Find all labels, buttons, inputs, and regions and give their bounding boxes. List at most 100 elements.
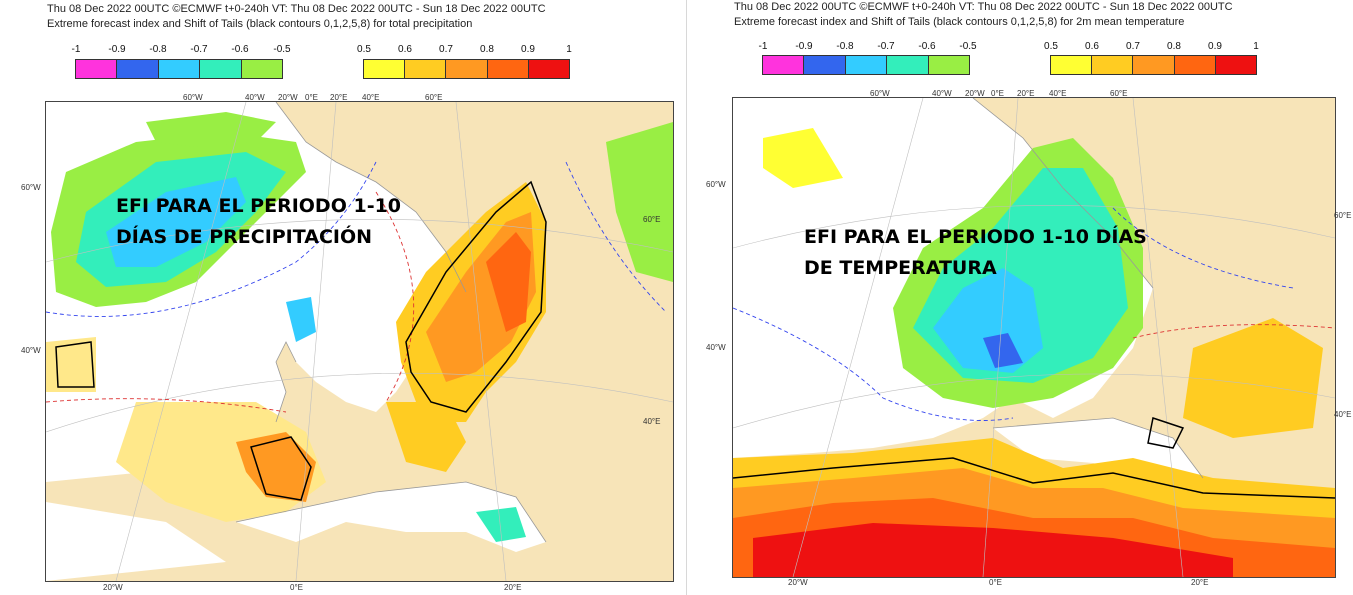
efi-temperature-overlay: EFI PARA EL PERIODO 1-10 DÍAS DE TEMPERA… xyxy=(804,222,1147,284)
colorbar-label: -0.7 xyxy=(877,41,895,52)
overlay-line-1: EFI PARA EL PERIODO 1-10 DÍAS xyxy=(804,226,1147,248)
colorbar-swatch xyxy=(200,60,242,78)
colorbar-label: -0.5 xyxy=(959,41,977,52)
colorbar-label: 0.9 xyxy=(521,44,535,55)
colorbar-label: 0.8 xyxy=(1167,41,1181,52)
shift-of-tails-contour xyxy=(733,417,1335,499)
lon-label-bottom: 20°E xyxy=(504,583,522,592)
colorbar-swatch xyxy=(887,56,929,74)
lon-label-bottom: 20°E xyxy=(1191,578,1209,587)
efi-positive-area xyxy=(1183,318,1323,438)
colorbar-swatch xyxy=(1174,56,1216,74)
overlay-line-2: DE TEMPERATURA xyxy=(804,257,997,279)
colorbar-label: 0.5 xyxy=(357,44,371,55)
lon-label-top: 40°W xyxy=(932,89,952,98)
colorbar-label: 1 xyxy=(566,44,572,55)
header-line-1: Thu 08 Dec 2022 00UTC ©ECMWF t+0-240h VT… xyxy=(47,3,546,15)
colorbar-label: 0.8 xyxy=(480,44,494,55)
shift-of-tails-contour xyxy=(55,180,547,501)
panel-divider xyxy=(686,0,687,595)
header-line-2: Extreme forecast index and Shift of Tail… xyxy=(47,18,473,30)
efi-positive-area xyxy=(486,232,531,332)
efi-negative-area xyxy=(286,297,316,342)
efi-negative-area xyxy=(106,177,246,267)
efi-positive-area xyxy=(46,337,96,392)
colorbar-swatch xyxy=(405,60,447,78)
colorbar-positive xyxy=(1050,55,1257,75)
colorbar-label: 1 xyxy=(1253,41,1259,52)
temperature-panel: Thu 08 Dec 2022 00UTC ©ECMWF t+0-240h VT… xyxy=(676,0,1353,595)
lon-label-top: 20°W xyxy=(278,93,298,102)
lat-label-left: 60°W xyxy=(706,180,726,189)
overlay-line-2: DÍAS DE PRECIPITACIÓN xyxy=(116,226,373,248)
lon-label-bottom: 0°E xyxy=(290,583,303,592)
lon-label-top: 60°W xyxy=(870,89,890,98)
lat-label-left: 40°W xyxy=(706,343,726,352)
efi-negative-area xyxy=(146,112,276,147)
lon-label-bottom: 0°E xyxy=(989,578,1002,587)
colorbar-label: -1 xyxy=(758,41,768,52)
graticule xyxy=(733,98,1335,577)
contour-negative xyxy=(46,161,667,317)
efi-positive-area xyxy=(386,402,466,472)
lon-label-top: 60°E xyxy=(1110,89,1128,98)
coastlines xyxy=(972,98,1204,479)
colorbar-swatch xyxy=(364,60,406,78)
colorbar-label: 0.6 xyxy=(398,44,412,55)
colorbar-label: -0.8 xyxy=(836,41,854,52)
lat-label-left: 40°W xyxy=(21,346,41,355)
lat-label-right: 40°E xyxy=(1334,410,1352,419)
efi-negative-area xyxy=(606,122,673,282)
lon-label-bottom: 20°W xyxy=(103,583,123,592)
ocean-south xyxy=(46,502,226,581)
efi-negative-area xyxy=(476,507,526,542)
lon-label-top: 20°E xyxy=(330,93,348,102)
efi-positive-area xyxy=(763,128,843,188)
header-line-2: Extreme forecast index and Shift of Tail… xyxy=(734,16,1185,28)
lon-label-top: 40°E xyxy=(362,93,380,102)
colorbar-label: 0.5 xyxy=(1044,41,1058,52)
colorbar-label: 0.7 xyxy=(439,44,453,55)
graticule xyxy=(46,102,673,581)
header-line-1: Thu 08 Dec 2022 00UTC ©ECMWF t+0-240h VT… xyxy=(734,1,1233,13)
lon-label-top: 0°E xyxy=(305,93,318,102)
colorbar-swatch xyxy=(76,60,118,78)
lat-label-right: 40°E xyxy=(643,417,661,426)
colorbar-negative xyxy=(762,55,970,75)
colorbar-label: -0.6 xyxy=(231,44,249,55)
efi-precipitation-overlay: EFI PARA EL PERIODO 1-10 DÍAS DE PRECIPI… xyxy=(116,191,401,253)
colorbar-label: -0.7 xyxy=(190,44,208,55)
colorbar-label: -0.6 xyxy=(918,41,936,52)
colorbar-label: -1 xyxy=(71,44,81,55)
precipitation-efi-map xyxy=(45,101,674,582)
lat-label-right: 60°E xyxy=(1334,211,1352,220)
colorbar-positive xyxy=(363,59,570,79)
efi-negative-area xyxy=(933,268,1043,373)
lat-label-right: 60°E xyxy=(643,215,661,224)
colorbar-swatch xyxy=(241,60,283,78)
colorbar-label: -0.5 xyxy=(273,44,291,55)
lon-label-top: 40°W xyxy=(245,93,265,102)
colorbar-swatch xyxy=(117,60,159,78)
efi-negative-area xyxy=(983,333,1023,368)
colorbar-label: 0.7 xyxy=(1126,41,1140,52)
lat-label-left: 60°W xyxy=(21,183,41,192)
lon-label-top: 20°E xyxy=(1017,89,1035,98)
lon-label-bottom: 20°W xyxy=(788,578,808,587)
mediterranean-sea xyxy=(236,482,546,552)
efi-positive-area xyxy=(236,432,316,502)
colorbar-swatch xyxy=(446,60,488,78)
colorbar-swatch xyxy=(763,56,805,74)
colorbar-swatch xyxy=(1092,56,1134,74)
colorbar-swatch xyxy=(158,60,201,78)
contour-positive xyxy=(1132,324,1335,339)
colorbar-swatch xyxy=(845,56,888,74)
lon-label-top: 60°E xyxy=(425,93,443,102)
lon-label-top: 20°W xyxy=(965,89,985,98)
colorbar-label: 0.6 xyxy=(1085,41,1099,52)
overlay-line-1: EFI PARA EL PERIODO 1-10 xyxy=(116,195,402,217)
lon-label-top: 40°E xyxy=(1049,89,1067,98)
efi-positive-area xyxy=(753,523,1233,577)
colorbar-swatch xyxy=(1051,56,1093,74)
colorbar-label: 0.9 xyxy=(1208,41,1222,52)
